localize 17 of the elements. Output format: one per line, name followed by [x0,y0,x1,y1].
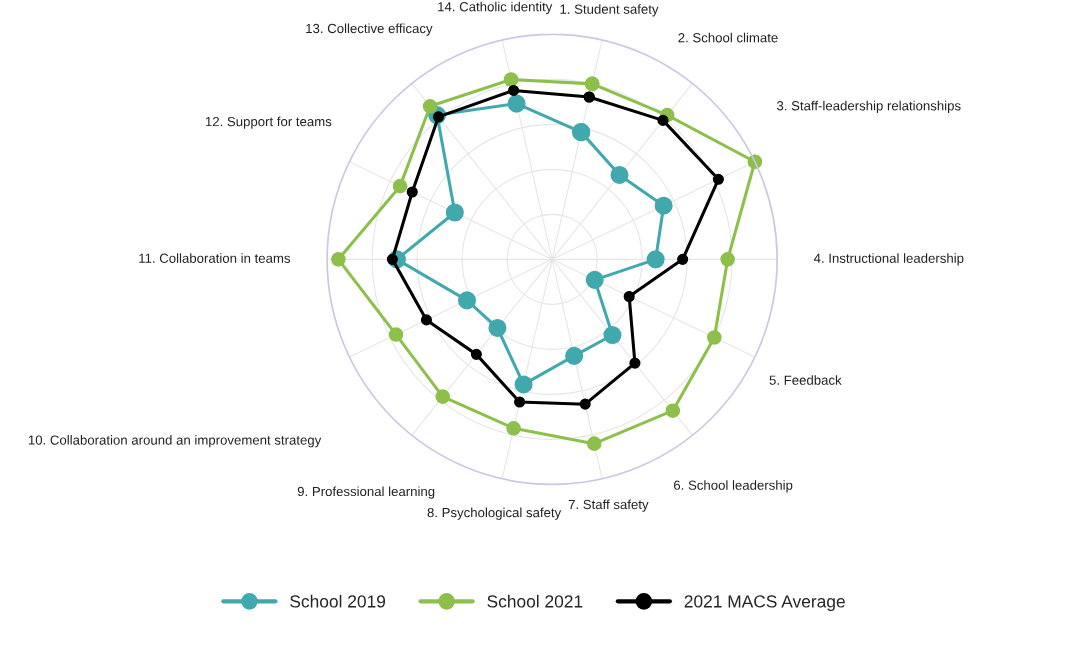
spoke-label: 10. Collaboration around an improvement strategy [28,435,322,448]
spoke-label: 6. School leadership [674,480,793,493]
legend-label: School 2019 [290,594,386,608]
spoke-label: 1. Student safety [560,4,659,17]
spoke-label: 11. Collaboration in teams [139,253,291,263]
spoke-label: 2. School climate [678,32,778,43]
spoke-label: 4. Instructional leadership [813,253,964,266]
legend-label: 2021 MACS Average [684,595,845,611]
spoke-label: 5. Feedback [769,375,842,385]
spoke-label: 13. Collective efficacy [306,23,433,36]
spoke-label: 12. Support for teams [205,116,332,129]
spoke-label: 9. Professional learning [297,486,435,499]
spoke-label: 3. Staff-leadership relationships [776,100,961,114]
spoke-label: 7. Staff safety [568,499,649,512]
spoke-label: 8. Psychological safety [427,507,562,520]
legend-label: School 2021 [487,594,583,608]
spoke-label: 14. Catholic identity [438,1,553,15]
